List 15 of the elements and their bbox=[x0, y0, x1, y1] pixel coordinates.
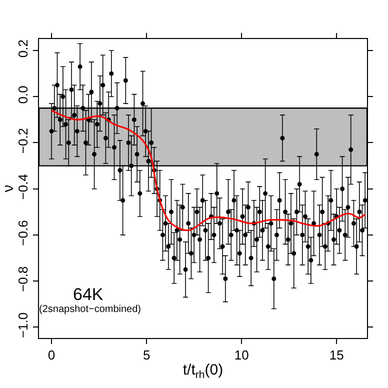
x-tick-label: 15 bbox=[329, 348, 344, 363]
x-tick-label: 5 bbox=[142, 348, 150, 363]
y-axis-title: ν bbox=[0, 184, 17, 192]
y-tick-label: −0.6 bbox=[16, 220, 31, 246]
y-tick-label: −0.2 bbox=[16, 128, 31, 154]
y-tick-label: −1.0 bbox=[16, 312, 31, 338]
y-tick-label: 0.0 bbox=[16, 86, 31, 104]
annotation: 64K bbox=[73, 285, 104, 304]
x-tick-label: 0 bbox=[48, 348, 56, 363]
annotation: (2snapshot−combined) bbox=[39, 304, 142, 315]
y-tick-label: 0.2 bbox=[16, 40, 31, 58]
x-tick-label: 10 bbox=[234, 348, 249, 363]
y-tick-label: −0.8 bbox=[16, 266, 31, 292]
y-tick-label: −0.4 bbox=[16, 174, 31, 200]
x-axis-title: t/t$_{rh}$(0) bbox=[182, 362, 224, 381]
